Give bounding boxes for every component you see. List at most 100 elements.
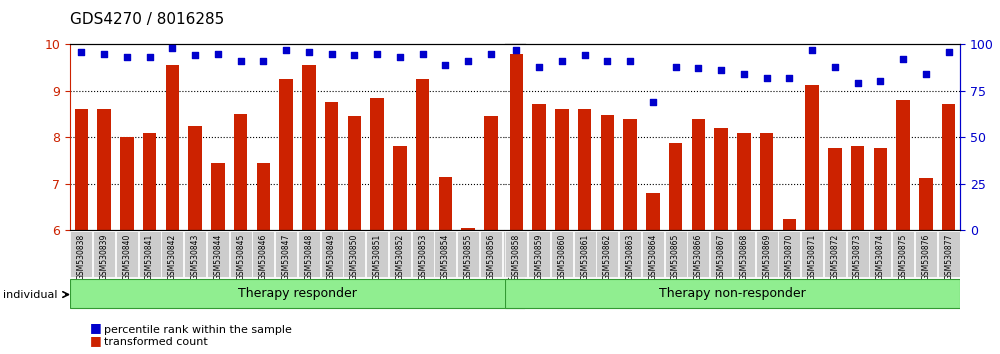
Bar — [737, 133, 751, 230]
FancyBboxPatch shape — [733, 231, 755, 277]
Point — [506, 55, 522, 60]
Text: GSM530869: GSM530869 — [762, 233, 771, 280]
Point — [850, 80, 866, 86]
FancyBboxPatch shape — [551, 231, 573, 277]
FancyBboxPatch shape — [619, 231, 641, 277]
Text: GSM530846: GSM530846 — [259, 233, 268, 280]
Bar — [532, 104, 546, 230]
Text: GSM530844: GSM530844 — [213, 233, 222, 280]
Text: GSM530858: GSM530858 — [512, 233, 521, 280]
Point — [759, 75, 775, 80]
FancyBboxPatch shape — [70, 231, 92, 277]
FancyBboxPatch shape — [938, 231, 960, 277]
Bar — [760, 133, 773, 230]
Point — [233, 58, 249, 64]
Point — [668, 64, 684, 69]
Bar — [234, 114, 247, 230]
Text: GSM530839: GSM530839 — [100, 233, 109, 280]
Point — [736, 71, 752, 77]
Bar — [348, 116, 361, 230]
Bar — [257, 163, 270, 230]
Point — [895, 56, 911, 62]
Text: GSM530859: GSM530859 — [535, 233, 544, 280]
FancyBboxPatch shape — [801, 231, 823, 277]
Point — [460, 58, 476, 64]
FancyBboxPatch shape — [321, 231, 343, 277]
Bar — [120, 137, 134, 230]
Point — [781, 75, 797, 80]
Bar — [211, 163, 225, 230]
FancyBboxPatch shape — [275, 231, 297, 277]
FancyBboxPatch shape — [665, 231, 687, 277]
FancyBboxPatch shape — [161, 231, 183, 277]
Text: GSM530864: GSM530864 — [648, 233, 657, 280]
Text: GSM530840: GSM530840 — [122, 233, 131, 280]
FancyBboxPatch shape — [869, 231, 891, 277]
Point — [941, 49, 957, 55]
Text: GSM530857: GSM530857 — [509, 233, 518, 280]
Text: ■: ■ — [90, 334, 102, 347]
Point — [278, 47, 294, 53]
FancyBboxPatch shape — [93, 231, 115, 277]
Point — [713, 67, 729, 73]
Bar — [97, 109, 111, 230]
Bar — [439, 177, 452, 230]
Bar — [188, 126, 202, 230]
Point — [73, 49, 89, 55]
Point — [142, 55, 158, 60]
Bar — [507, 123, 520, 230]
Text: GSM530854: GSM530854 — [441, 233, 450, 280]
FancyBboxPatch shape — [207, 231, 229, 277]
Text: GSM530865: GSM530865 — [671, 233, 680, 280]
FancyBboxPatch shape — [505, 280, 960, 308]
Text: individual: individual — [3, 290, 58, 299]
Bar — [325, 102, 338, 230]
Point — [827, 64, 843, 69]
FancyBboxPatch shape — [710, 231, 732, 277]
Text: GSM530862: GSM530862 — [603, 233, 612, 280]
Text: GSM530852: GSM530852 — [395, 233, 404, 280]
Point — [554, 58, 570, 64]
Point — [690, 65, 706, 71]
Bar — [692, 119, 705, 230]
Text: GSM530875: GSM530875 — [899, 233, 908, 280]
Text: GSM530855: GSM530855 — [464, 233, 473, 280]
Text: GSM530847: GSM530847 — [282, 233, 291, 280]
FancyBboxPatch shape — [298, 231, 320, 277]
FancyBboxPatch shape — [687, 231, 709, 277]
FancyBboxPatch shape — [505, 231, 527, 277]
Point — [255, 58, 271, 64]
Bar — [646, 193, 660, 230]
Bar — [555, 109, 569, 230]
Point — [577, 53, 593, 58]
Text: percentile rank within the sample: percentile rank within the sample — [104, 325, 292, 335]
FancyBboxPatch shape — [252, 231, 274, 277]
Bar — [601, 115, 614, 230]
Point — [531, 64, 547, 69]
Bar — [484, 116, 498, 230]
FancyBboxPatch shape — [596, 231, 618, 277]
Bar — [919, 178, 933, 230]
FancyBboxPatch shape — [343, 231, 365, 277]
Bar — [370, 98, 384, 230]
Text: GSM530877: GSM530877 — [944, 233, 953, 280]
Point — [437, 62, 453, 68]
Point — [96, 51, 112, 56]
Point — [369, 51, 385, 56]
Bar — [166, 65, 179, 230]
FancyBboxPatch shape — [116, 231, 138, 277]
FancyBboxPatch shape — [574, 231, 596, 277]
Text: GSM530861: GSM530861 — [580, 233, 589, 280]
Text: GSM530867: GSM530867 — [717, 233, 726, 280]
Point — [346, 53, 362, 58]
Bar — [578, 109, 591, 230]
Text: GSM530870: GSM530870 — [785, 233, 794, 280]
FancyBboxPatch shape — [480, 231, 502, 277]
Text: GSM530872: GSM530872 — [830, 233, 839, 280]
Point — [164, 45, 180, 51]
Text: GSM530838: GSM530838 — [77, 233, 86, 280]
Bar — [302, 65, 316, 230]
Text: GSM530843: GSM530843 — [191, 233, 200, 280]
FancyBboxPatch shape — [778, 231, 800, 277]
Text: GSM530860: GSM530860 — [557, 233, 566, 280]
